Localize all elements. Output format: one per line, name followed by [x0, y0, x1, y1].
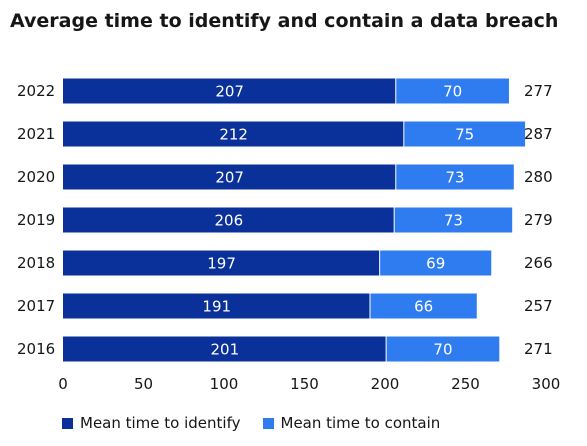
bar-label-contain: 70	[433, 341, 452, 359]
bar-contain	[396, 164, 514, 190]
bar-contain	[386, 336, 500, 362]
legend-item-identify: Mean time to identify	[62, 414, 241, 432]
legend-label-contain: Mean time to contain	[280, 414, 441, 432]
bar-label-contain: 73	[445, 169, 464, 187]
category-label: 2018	[17, 254, 55, 272]
chart-title: Average time to identify and contain a d…	[10, 10, 559, 32]
legend-item-contain: Mean time to contain	[262, 414, 441, 432]
bar-contain	[394, 207, 513, 233]
category-label: 2021	[17, 125, 55, 143]
bar-contain	[370, 293, 477, 319]
bar-identify	[63, 121, 404, 147]
bar-identify	[63, 336, 386, 362]
bar-contain	[396, 78, 509, 104]
x-tick-label: 250	[451, 375, 480, 393]
bar-identify	[63, 250, 380, 276]
total-label: 271	[524, 340, 553, 358]
x-tick-label: 100	[210, 375, 239, 393]
total-label: 257	[524, 297, 553, 315]
total-label: 279	[524, 211, 553, 229]
total-label: 277	[524, 82, 553, 100]
x-tick-label: 200	[371, 375, 400, 393]
bar-contain	[404, 121, 526, 147]
bar-identify	[63, 207, 394, 233]
category-label: 2022	[17, 82, 55, 100]
total-label: 287	[524, 125, 553, 143]
x-tick-label: 300	[532, 375, 561, 393]
bar-label-identify: 197	[207, 255, 236, 273]
x-tick-label: 50	[134, 375, 153, 393]
total-label: 266	[524, 254, 553, 272]
bar-identify	[63, 78, 396, 104]
legend-label-identify: Mean time to identify	[80, 414, 241, 432]
bar-label-contain: 73	[444, 212, 463, 230]
x-tick-label: 0	[58, 375, 68, 393]
bar-label-identify: 207	[215, 169, 244, 187]
total-label: 280	[524, 168, 553, 186]
bar-contain	[380, 250, 492, 276]
chart-legend: Mean time to identify Mean time to conta…	[62, 414, 462, 432]
bar-label-identify: 191	[202, 298, 231, 316]
bar-label-contain: 75	[455, 126, 474, 144]
category-label: 2019	[17, 211, 55, 229]
bar-label-identify: 201	[210, 341, 239, 359]
bar-label-identify: 207	[215, 83, 244, 101]
bar-label-contain: 66	[414, 298, 433, 316]
legend-swatch-identify	[62, 417, 73, 429]
bar-label-identify: 212	[219, 126, 248, 144]
bar-label-identify: 206	[215, 212, 244, 230]
category-label: 2017	[17, 297, 55, 315]
x-tick-label: 150	[290, 375, 319, 393]
bar-label-contain: 70	[443, 83, 462, 101]
legend-swatch-contain	[262, 417, 274, 429]
bar-label-contain: 69	[426, 255, 445, 273]
bar-identify	[63, 164, 396, 190]
bar-identify	[63, 293, 370, 319]
category-label: 2016	[17, 340, 55, 358]
category-label: 2020	[17, 168, 55, 186]
